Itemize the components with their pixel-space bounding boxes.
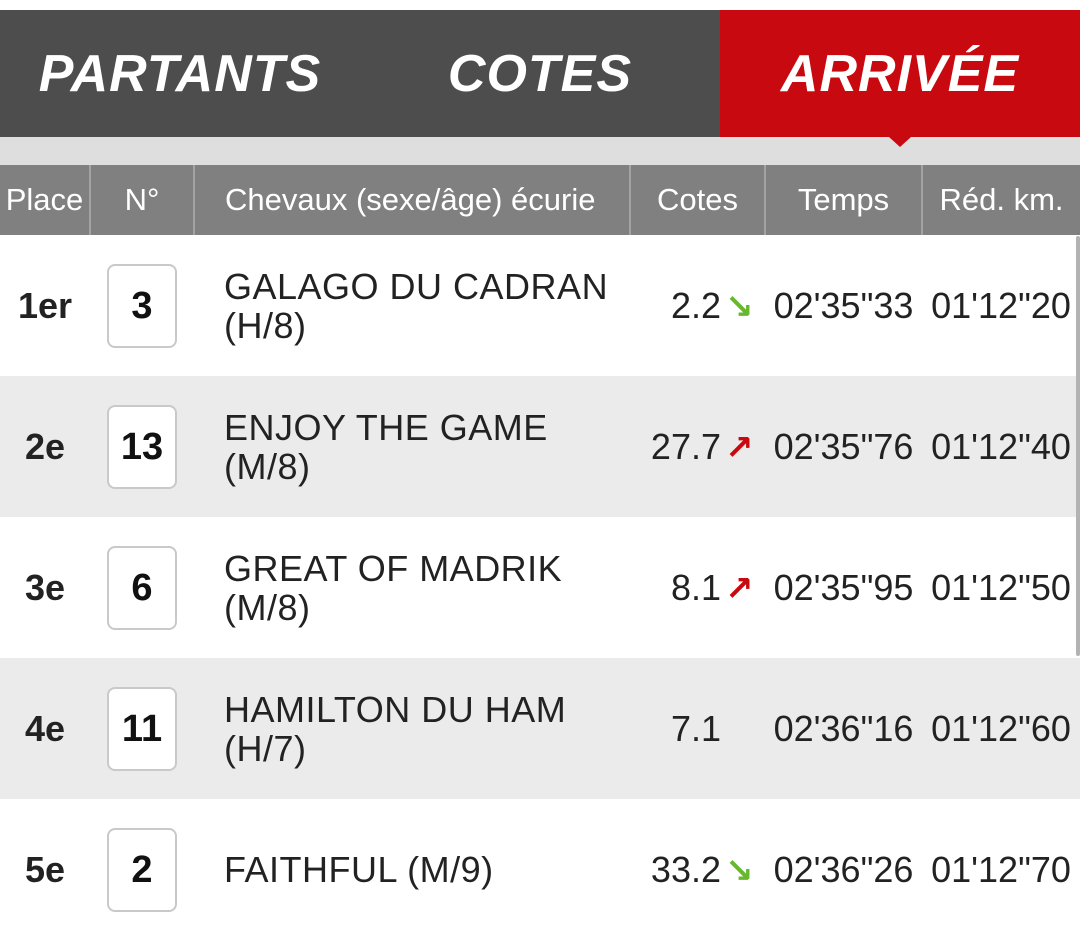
number-cell: 2 bbox=[90, 799, 194, 926]
horse-number-badge: 6 bbox=[107, 545, 177, 630]
header-number[interactable]: N° bbox=[90, 165, 195, 235]
arrow-down-right-icon: ↘ bbox=[725, 851, 754, 890]
number-cell: 6 bbox=[90, 517, 194, 658]
reduction-km-cell: 01'12"70 bbox=[922, 799, 1080, 926]
reduction-km-cell: 01'12"20 bbox=[922, 235, 1080, 376]
arrow-up-right-icon: ↗ bbox=[725, 569, 754, 608]
time-cell: 02'36"26 bbox=[765, 799, 922, 926]
table-row[interactable]: 2e 13 ENJOY THE GAME (M/8) 27.7 ↗ 02'35"76 01'… bbox=[0, 376, 1080, 517]
number-cell: 3 bbox=[90, 235, 194, 376]
horse-number-badge: 2 bbox=[107, 827, 177, 912]
place-cell: 3e bbox=[0, 517, 90, 658]
horse-name-cell[interactable]: GALAGO DU CADRAN (H/8) bbox=[194, 235, 630, 376]
odds-cell: 2.2 ↘ bbox=[630, 235, 765, 376]
odds-cell: 8.1 ↗ bbox=[630, 517, 765, 658]
reduction-km-cell: 01'12"50 bbox=[922, 517, 1080, 658]
odds-value: 7.1 bbox=[670, 707, 721, 749]
tab-partants[interactable]: PARTANTS bbox=[38, 44, 322, 103]
odds-value: 2.2 bbox=[670, 284, 721, 326]
reduction-km-cell: 01'12"60 bbox=[922, 658, 1080, 799]
tab-cotes[interactable]: COTES bbox=[447, 44, 633, 103]
header-place[interactable]: Place bbox=[0, 165, 91, 235]
time-cell: 02'35"95 bbox=[765, 517, 922, 658]
results-body: 1er 3 GALAGO DU CADRAN (H/8) 2.2 ↘ 02'35"33 01… bbox=[0, 235, 1080, 926]
reduction-km-cell: 01'12"40 bbox=[922, 376, 1080, 517]
horse-number-badge: 13 bbox=[107, 404, 177, 489]
horse-name-cell[interactable]: FAITHFUL (M/9) bbox=[194, 799, 630, 926]
results-table: Place N° Chevaux (sexe/âge) écurie Cotes… bbox=[0, 165, 1080, 926]
header-horse[interactable]: Chevaux (sexe/âge) écurie bbox=[194, 165, 631, 235]
odds-value: 27.7 bbox=[650, 425, 721, 467]
number-cell: 13 bbox=[90, 376, 194, 517]
tab-separator bbox=[0, 137, 1080, 165]
time-cell: 02'35"76 bbox=[765, 376, 922, 517]
header-time[interactable]: Temps bbox=[765, 165, 923, 235]
place-cell: 5e bbox=[0, 799, 90, 926]
time-cell: 02'36"16 bbox=[765, 658, 922, 799]
table-row[interactable]: 3e 6 GREAT OF MADRIK (M/8) 8.1 ↗ 02'35"95 01'1… bbox=[0, 517, 1080, 658]
tab-bar: PARTANTS COTES ARRIVÉE bbox=[0, 10, 1080, 147]
number-cell: 11 bbox=[90, 658, 194, 799]
place-cell: 1er bbox=[0, 235, 90, 376]
horse-number-badge: 3 bbox=[107, 263, 177, 348]
table-row[interactable]: 4e 11 HAMILTON DU HAM (H/7) 7.1 02'36"16 01'1… bbox=[0, 658, 1080, 799]
header-odds[interactable]: Cotes bbox=[630, 165, 766, 235]
place-cell: 2e bbox=[0, 376, 90, 517]
table-row[interactable]: 1er 3 GALAGO DU CADRAN (H/8) 2.2 ↘ 02'35"33 01… bbox=[0, 235, 1080, 376]
odds-value: 33.2 bbox=[650, 848, 721, 890]
horse-name-cell[interactable]: HAMILTON DU HAM (H/7) bbox=[194, 658, 630, 799]
odds-value: 8.1 bbox=[670, 566, 721, 608]
horse-name-cell[interactable]: GREAT OF MADRIK (M/8) bbox=[194, 517, 630, 658]
arrow-down-right-icon: ↘ bbox=[725, 287, 754, 326]
odds-cell: 7.1 bbox=[630, 658, 765, 799]
horse-number-badge: 11 bbox=[107, 686, 177, 771]
arrow-up-right-icon: ↗ bbox=[725, 428, 754, 467]
table-row[interactable]: 5e 2 FAITHFUL (M/9) 33.2 ↘ 02'36"26 01'12"70 bbox=[0, 799, 1080, 926]
horse-name-cell[interactable]: ENJOY THE GAME (M/8) bbox=[194, 376, 630, 517]
table-header-row: Place N° Chevaux (sexe/âge) écurie Cotes… bbox=[0, 165, 1080, 235]
odds-cell: 33.2 ↘ bbox=[630, 799, 765, 926]
odds-cell: 27.7 ↗ bbox=[630, 376, 765, 517]
tab-arrivee[interactable]: ARRIVÉE bbox=[720, 10, 1080, 147]
place-cell: 4e bbox=[0, 658, 90, 799]
scrollbar[interactable] bbox=[1076, 236, 1080, 656]
time-cell: 02'35"33 bbox=[765, 235, 922, 376]
header-reduction[interactable]: Réd. km. bbox=[922, 165, 1080, 235]
top-strip bbox=[0, 0, 1080, 10]
